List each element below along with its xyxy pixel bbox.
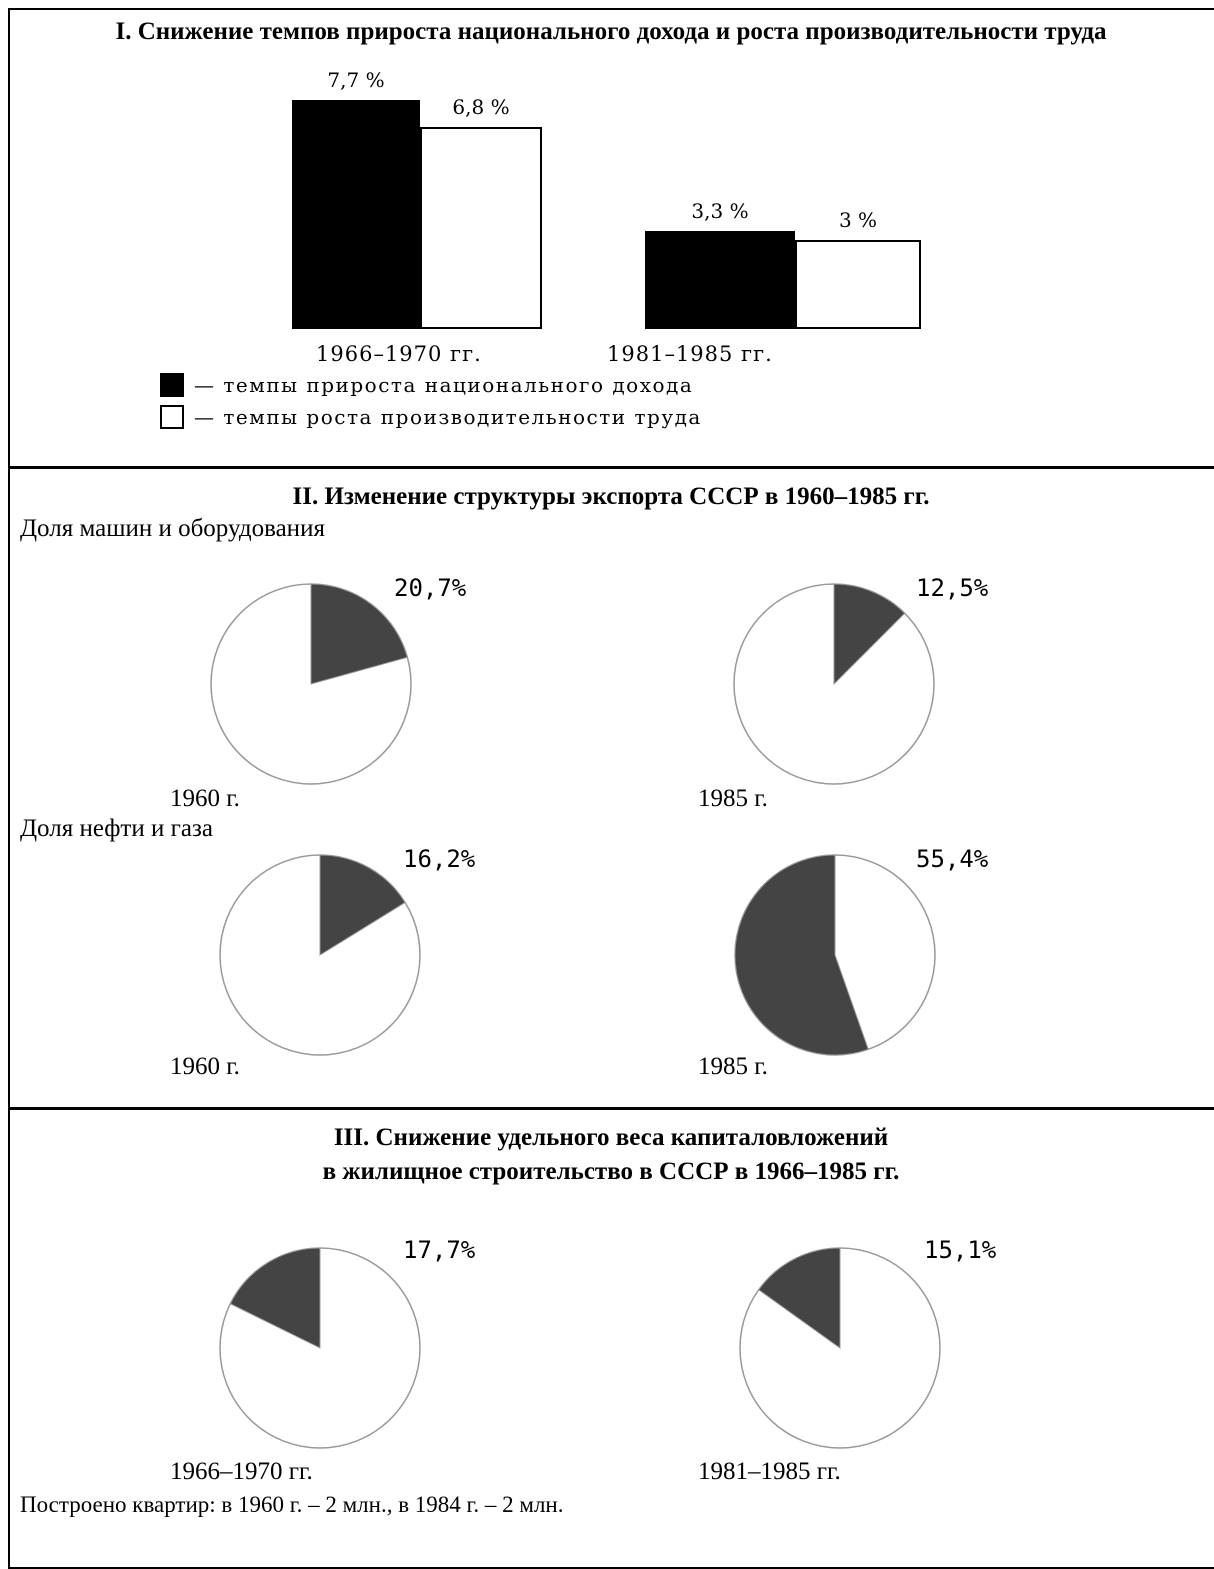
- figure-frame: [8, 8, 1214, 1569]
- pie-percent-label: 16,2%: [403, 845, 476, 873]
- oil-gas-subheading: Доля нефти и газа: [20, 815, 213, 842]
- pie-year-label: 1966–1970 гг.: [170, 1458, 313, 1485]
- bar-category-label: 1966–1970 гг.: [316, 342, 482, 366]
- legend-label: — темпы роста производительности труда: [194, 405, 702, 429]
- pie-year-label: 1981–1985 гг.: [698, 1458, 841, 1485]
- pie-slice: [229, 1247, 321, 1349]
- bar-1966-1970-national-income: [292, 100, 420, 329]
- pie-percent-label: 17,7%: [403, 1236, 476, 1264]
- pie-chart-housing-1981-1985: [739, 1247, 941, 1449]
- bar-value-label: 3,3 %: [691, 199, 749, 223]
- pie-year-label: 1960 г.: [170, 785, 240, 812]
- bar-1981-1985-labor-productivity: [795, 240, 921, 329]
- legend-label: — темпы прироста национального дохода: [194, 373, 694, 397]
- pie-percent-label: 12,5%: [916, 574, 989, 602]
- pie-slice: [734, 854, 869, 1056]
- bar-category-label: 1981–1985 гг.: [607, 342, 773, 366]
- bar-value-label: 3 %: [838, 208, 878, 232]
- pie-year-label: 1960 г.: [170, 1053, 240, 1080]
- bar-value-label: 6,8 %: [452, 95, 510, 119]
- pie-chart-oil-gas-1985: [734, 854, 936, 1056]
- pie-chart-housing-1966-1970: [219, 1247, 421, 1449]
- section2-title: II. Изменение структуры экспорта СССР в …: [292, 483, 930, 510]
- pie-percent-label: 20,7%: [394, 574, 467, 602]
- pie-year-label: 1985 г.: [698, 785, 768, 812]
- bar-1981-1985-national-income: [645, 231, 795, 329]
- pie-slice: [319, 854, 406, 956]
- pie-percent-label: 55,4%: [916, 845, 989, 873]
- machines-subheading: Доля машин и оборудования: [20, 515, 325, 542]
- legend-swatch-white: [160, 405, 184, 429]
- pie-chart-machines-1960: [210, 583, 412, 785]
- section3-title-line2: в жилищное строительство в СССР в 1966–1…: [322, 1158, 900, 1185]
- section-divider: [8, 466, 1214, 469]
- section3-title-line1: III. Снижение удельного веса капиталовло…: [333, 1124, 889, 1151]
- section1-title: I. Снижение темпов прироста национальног…: [115, 18, 1107, 45]
- pie-slice: [833, 583, 906, 686]
- bar-1966-1970-labor-productivity: [420, 127, 542, 329]
- pie-year-label: 1985 г.: [698, 1053, 768, 1080]
- pie-chart-oil-gas-1960: [219, 854, 421, 1056]
- legend-swatch-black: [160, 373, 184, 397]
- section-divider: [8, 1107, 1214, 1110]
- apartments-note: Построено квартир: в 1960 г. – 2 млн., в…: [20, 1492, 564, 1517]
- legend-item-national-income: — темпы прироста национального дохода: [160, 373, 693, 397]
- bar-value-label: 7,7 %: [327, 68, 385, 92]
- pie-slice: [310, 583, 408, 685]
- pie-percent-label: 15,1%: [924, 1236, 997, 1264]
- pie-slice: [758, 1247, 841, 1349]
- pie-chart-machines-1985: [733, 583, 935, 785]
- legend-item-labor-productivity: — темпы роста производительности труда: [160, 405, 702, 429]
